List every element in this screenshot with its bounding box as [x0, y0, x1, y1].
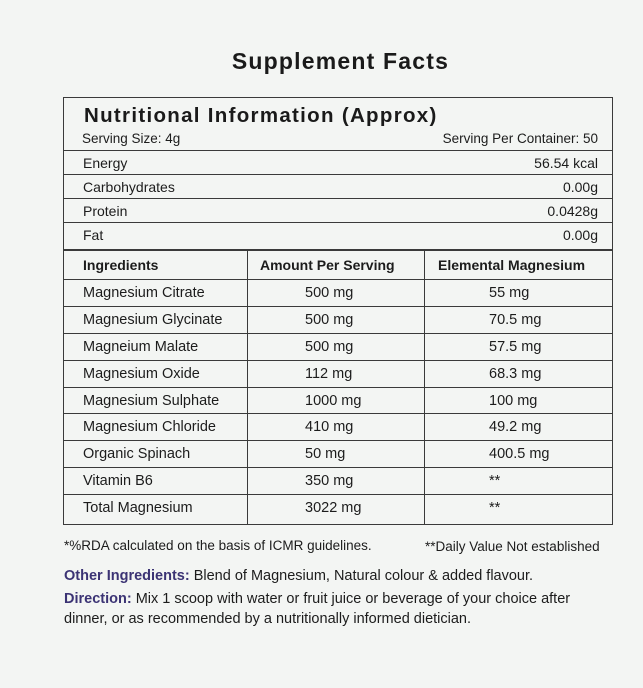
ingredient-elemental: 100 mg: [489, 393, 538, 409]
ingredient-amount: 350 mg: [305, 473, 354, 489]
table-row: Magnesium Oxide 112 mg 68.3 mg: [64, 360, 612, 388]
nutrition-label: Carbohydrates: [83, 179, 175, 195]
page-title: Supplement Facts: [231, 48, 450, 74]
direction: Direction: Mix 1 scoop with water or fru…: [64, 589, 604, 629]
nutrition-row: Energy 56.54 kcal: [64, 150, 612, 175]
serving-per-container: Serving Per Container: 50: [442, 131, 598, 146]
ingredient-amount: 500 mg: [305, 312, 354, 328]
direction-label: Direction:: [64, 591, 132, 607]
table-row: Vitamin B6 350 mg **: [64, 467, 612, 495]
ingredient-name: Magnesium Citrate: [83, 285, 205, 301]
ingredient-name: Magnesium Chloride: [83, 419, 216, 435]
table-row: Magnesium Sulphate 1000 mg 100 mg: [64, 387, 612, 415]
nutrition-row: Fat 0.00g: [64, 222, 612, 247]
header-amount: Amount Per Serving: [260, 257, 395, 273]
nutrition-row: Protein 0.0428g: [64, 198, 612, 223]
nutrition-heading: Nutritional Information (Approx): [84, 104, 438, 127]
ingredient-elemental: 55 mg: [489, 285, 530, 301]
table-row: Magnesium Glycinate 500 mg 70.5 mg: [64, 306, 612, 334]
nutrition-value: 0.00g: [562, 227, 598, 243]
table-row: Magneium Malate 500 mg 57.5 mg: [64, 333, 612, 361]
ingredient-elemental: **: [489, 473, 501, 489]
ingredient-elemental: 57.5 mg: [489, 339, 542, 355]
nutrition-label: Protein: [83, 203, 128, 219]
ingredient-name: Magneium Malate: [83, 339, 199, 355]
other-ingredients: Other Ingredients: Blend of Magnesium, N…: [64, 566, 624, 586]
ingredient-amount: 112 mg: [305, 366, 353, 382]
section-divider: [64, 249, 612, 251]
ingredient-elemental: 70.5 mg: [489, 312, 542, 328]
ingredient-name: Magnesium Glycinate: [83, 312, 223, 328]
ingredient-elemental: 68.3 mg: [489, 366, 542, 382]
table-row: Magnesium Chloride 410 mg 49.2 mg: [64, 413, 612, 441]
nutrition-label: Fat: [83, 227, 104, 243]
ingredient-amount: 3022 mg: [305, 500, 362, 516]
table-row: Organic Spinach 50 mg 400.5 mg: [64, 440, 612, 468]
facts-table: Nutritional Information (Approx) Serving…: [63, 97, 613, 525]
nutrition-label: Energy: [83, 155, 128, 171]
serving-info: Serving Size: 4g Serving Per Container: …: [82, 131, 598, 146]
ingredient-amount: 1000 mg: [305, 393, 362, 409]
ingredient-name: Magnesium Sulphate: [83, 393, 220, 409]
ingredient-name: Magnesium Oxide: [83, 366, 200, 382]
other-ingredients-label: Other Ingredients:: [64, 568, 190, 584]
nutrition-row: Carbohydrates 0.00g: [64, 174, 612, 199]
ingredient-amount: 50 mg: [305, 446, 346, 462]
other-ingredients-text: Blend of Magnesium, Natural colour & add…: [189, 568, 534, 584]
ingredients-header-row: Ingredients Amount Per Serving Elemental…: [64, 252, 612, 279]
header-ingredients: Ingredients: [83, 257, 159, 273]
nutrition-value: 0.00g: [562, 179, 598, 195]
direction-text: Mix 1 scoop with water or fruit juice or…: [64, 591, 571, 627]
serving-size: Serving Size: 4g: [82, 131, 181, 146]
nutrition-value: 0.0428g: [547, 203, 598, 219]
rda-note: *%RDA calculated on the basis of ICMR gu…: [64, 538, 372, 553]
ingredient-elemental: **: [489, 500, 501, 516]
ingredient-amount: 410 mg: [305, 419, 354, 435]
ingredient-name: Total Magnesium: [83, 500, 193, 516]
daily-value-note: **Daily Value Not established: [425, 539, 600, 554]
nutrition-value: 56.54 kcal: [534, 155, 598, 171]
ingredient-elemental: 49.2 mg: [489, 419, 542, 435]
ingredient-amount: 500 mg: [305, 339, 354, 355]
table-row: Total Magnesium 3022 mg **: [64, 494, 612, 522]
header-elemental: Elemental Magnesium: [438, 257, 586, 273]
table-row: Magnesium Citrate 500 mg 55 mg: [64, 279, 612, 307]
ingredient-amount: 500 mg: [305, 285, 354, 301]
ingredient-name: Organic Spinach: [83, 446, 191, 462]
ingredient-elemental: 400.5 mg: [489, 446, 550, 462]
ingredient-name: Vitamin B6: [83, 473, 153, 489]
